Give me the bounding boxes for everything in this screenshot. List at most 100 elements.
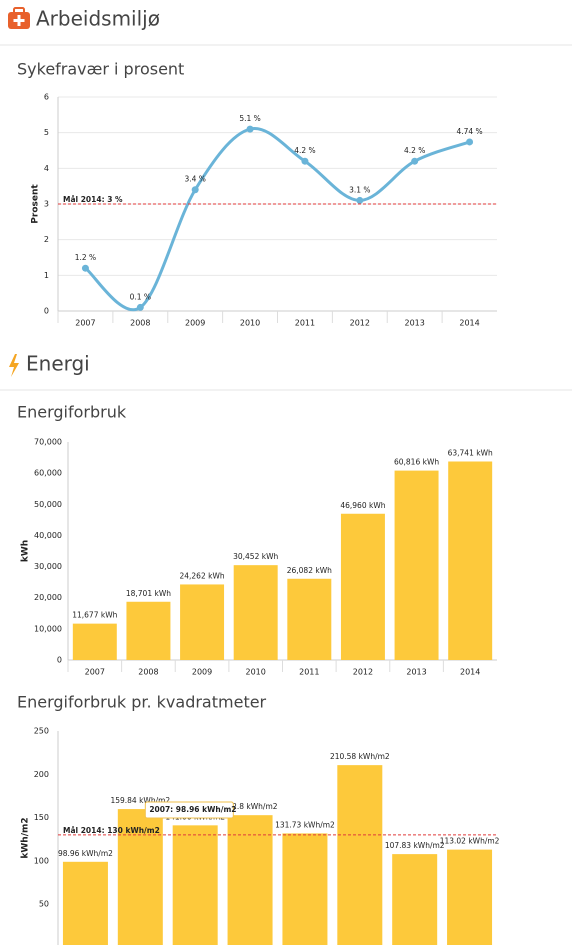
chart: Sykefravær i prosent Prosent 0 1 2 3 4 5 6 2007 20… (17, 60, 497, 328)
chart: Energiforbruk pr. kvadratmeter kWh/m2 50 10… (17, 693, 500, 945)
bar (282, 833, 328, 945)
value-label: 26,082 kWh (287, 566, 332, 575)
y-tick-label: 250 (34, 727, 49, 736)
x-tick-label: 2010 (240, 319, 260, 328)
point (191, 186, 199, 194)
y-tick-label: 60,000 (34, 469, 62, 478)
bar (337, 765, 383, 945)
value-label: 63,741 kWh (448, 448, 493, 457)
x-tick-label: 2008 (130, 319, 150, 328)
value-label: 4.74 % (456, 127, 482, 136)
value-label: 3.4 % (184, 175, 205, 184)
medkit-icon (8, 7, 30, 29)
y-tick-label: 5 (44, 128, 49, 137)
chart-title: Energiforbruk pr. kvadratmeter (17, 693, 267, 712)
reference-label: Mål 2014: 130 kWh/m2 (63, 826, 160, 835)
x-tick-label: 2007 (75, 319, 95, 328)
y-tick-label: 50 (39, 900, 49, 909)
value-label: 107.83 kWh/m2 (385, 841, 445, 850)
x-tick-label: 2014 (460, 668, 480, 677)
tooltip (144, 801, 234, 819)
point (411, 157, 419, 165)
bar (72, 623, 117, 660)
value-label: 4.2 % (294, 146, 315, 155)
point (301, 157, 309, 165)
y-tick-label: 20,000 (34, 593, 62, 602)
y-tick-label: 10,000 (34, 624, 62, 633)
x-tick-label: 2008 (138, 668, 158, 677)
x-tick-label: 2012 (350, 319, 370, 328)
value-label: 1.2 % (75, 253, 96, 262)
chart-title: Energiforbruk (17, 403, 127, 422)
bar (233, 565, 278, 660)
value-label: 4.2 % (404, 146, 425, 155)
value-label: 113.02 kWh/m2 (440, 837, 500, 846)
value-label: 152.8 kWh/m2 (223, 802, 278, 811)
bar (394, 470, 439, 660)
x-tick-label: 2012 (353, 668, 373, 677)
bar (126, 601, 171, 660)
bar (392, 854, 438, 945)
value-label: 11,677 kWh (72, 611, 117, 620)
value-label: 18,701 kWh (126, 589, 171, 598)
y-tick-label: 4 (44, 164, 49, 173)
bar (180, 584, 225, 660)
y-tick-label: 70,000 (34, 438, 62, 447)
point (136, 303, 144, 311)
bar (227, 815, 273, 945)
value-label: 131.73 kWh/m2 (275, 820, 335, 829)
value-label: 98.96 kWh/m2 (58, 849, 113, 858)
y-tick-label: 150 (34, 813, 49, 822)
bar (287, 578, 332, 660)
bolt-icon (9, 354, 19, 377)
value-label: 46,960 kWh (340, 501, 385, 510)
y-axis-label: kWh/m2 (21, 817, 31, 858)
value-label: 210.58 kWh/m2 (330, 752, 390, 761)
y-tick-label: 6 (44, 93, 49, 102)
point (246, 125, 254, 133)
reference-label: Mål 2014: 3 % (63, 195, 123, 204)
x-tick-label: 2013 (406, 668, 426, 677)
section-title: Arbeidsmiljø (36, 7, 160, 31)
value-label: 0.1 % (130, 292, 151, 301)
value-label: 159.84 kWh/m2 (110, 796, 170, 805)
x-tick-label: 2011 (299, 668, 319, 677)
y-tick-label: 30,000 (34, 562, 62, 571)
value-label: 60,816 kWh (394, 458, 439, 467)
y-tick-label: 2 (44, 235, 49, 244)
y-tick-label: 1 (44, 271, 49, 280)
bar (172, 825, 218, 945)
chart: Energiforbruk kWh 0 10,000 20,000 30,000 40,00… (17, 403, 497, 677)
y-axis-label: Prosent (31, 184, 41, 224)
y-tick-label: 50,000 (34, 500, 62, 509)
value-label: 24,262 kWh (179, 571, 224, 580)
point (466, 138, 474, 146)
point (356, 196, 364, 204)
x-tick-label: 2009 (185, 319, 205, 328)
x-tick-label: 2013 (405, 319, 425, 328)
x-tick-label: 2010 (246, 668, 266, 677)
bar (62, 861, 108, 945)
y-tick-label: 0 (57, 656, 62, 665)
y-axis-label: kWh (21, 540, 31, 562)
bar (447, 849, 493, 945)
x-tick-label: 2011 (295, 319, 315, 328)
value-label: 30,452 kWh (233, 552, 278, 561)
x-tick-label: 2009 (192, 668, 212, 677)
y-tick-label: 200 (34, 770, 49, 779)
point (81, 264, 89, 272)
tooltip-text: 2007: 98.96 kWh/m2 (149, 805, 236, 814)
x-tick-label: 2014 (459, 319, 479, 328)
y-tick-label: 40,000 (34, 531, 62, 540)
y-tick-label: 3 (44, 200, 49, 209)
value-label: 3.1 % (349, 185, 370, 194)
y-tick-label: 100 (34, 856, 49, 865)
y-tick-label: 0 (44, 307, 49, 316)
chart-title: Sykefravær i prosent (17, 60, 184, 79)
bar (340, 513, 385, 660)
x-tick-label: 2007 (85, 668, 105, 677)
value-label: 5.1 % (239, 114, 260, 123)
section-title: Energi (26, 352, 90, 376)
